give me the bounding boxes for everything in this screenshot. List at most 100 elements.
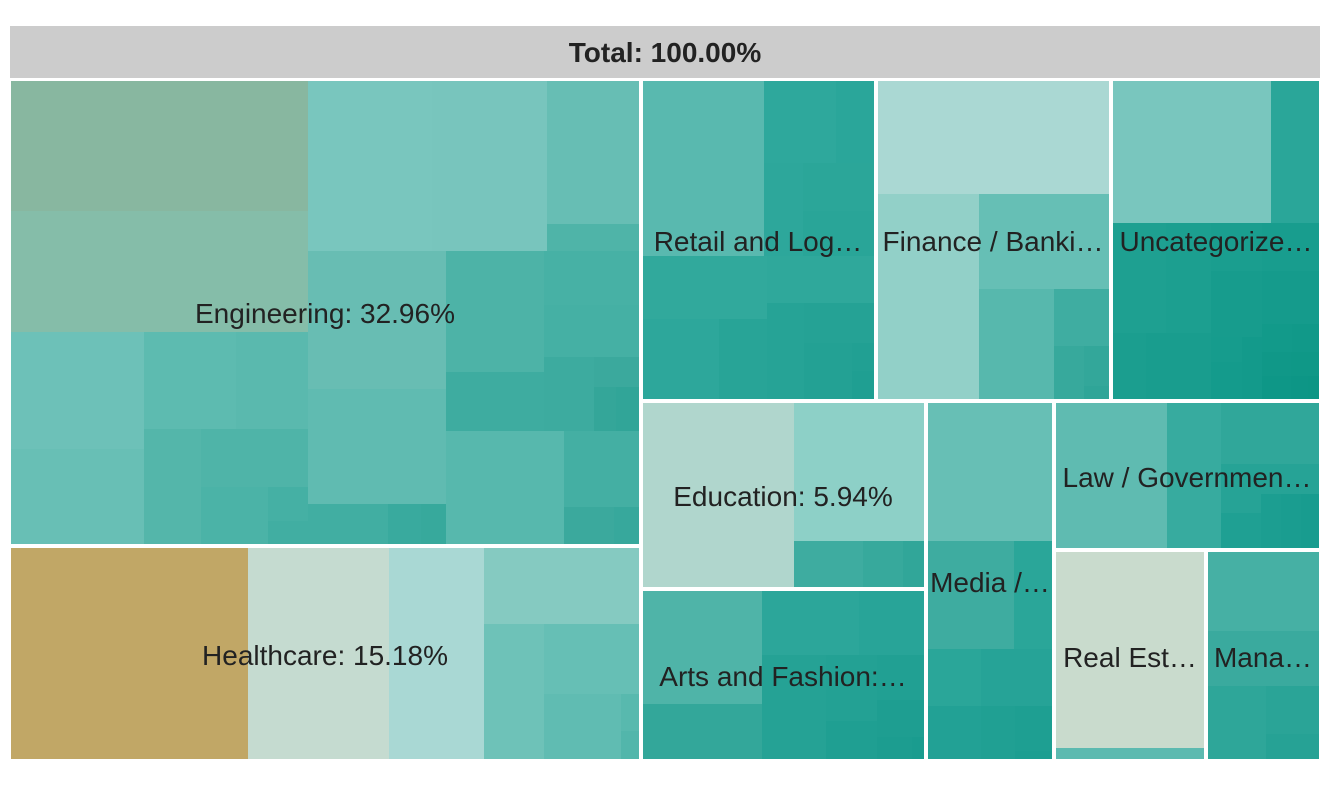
- treemap-subtile: [1266, 734, 1320, 760]
- treemap-tile-healthcare[interactable]: Healthcare: 15.18%: [9, 546, 641, 761]
- treemap-tile-management[interactable]: Mana…: [1206, 550, 1321, 761]
- treemap-subtile: [877, 194, 979, 400]
- treemap-subtile: [201, 429, 308, 487]
- treemap-subtile: [1221, 402, 1320, 464]
- treemap-tile-law[interactable]: Law / Governmen…: [1054, 401, 1321, 550]
- treemap-label-engineering: Engineering: 32.96%: [195, 298, 455, 329]
- treemap-subtile: [719, 319, 767, 400]
- treemap-subtile: [642, 590, 762, 704]
- treemap-subtile: [852, 371, 875, 400]
- treemap-subtile: [446, 431, 564, 545]
- treemap-tile-realestate[interactable]: Real Est…: [1054, 550, 1206, 761]
- treemap-subtile: [484, 624, 544, 760]
- treemap-subtile: [1292, 324, 1320, 352]
- treemap-subtile: [1221, 513, 1261, 549]
- treemap-subtile: [764, 80, 836, 163]
- treemap-subtile: [1112, 333, 1146, 400]
- treemap-subtile: [388, 504, 421, 545]
- treemap-subtile: [564, 507, 614, 545]
- treemap-tile-border: [641, 79, 876, 401]
- treemap-subtile: [981, 649, 1053, 706]
- treemap-subtile: [826, 655, 877, 721]
- treemap-subtile: [642, 256, 767, 319]
- treemap-subtile: [1015, 751, 1053, 760]
- treemap-subtile: [10, 211, 308, 332]
- treemap-subtile: [1112, 80, 1271, 223]
- treemap-tile-finance[interactable]: Finance / Banki…: [876, 79, 1111, 401]
- treemap-label-uncategorized: Uncategorize…: [1120, 226, 1313, 257]
- treemap-subtile: [1281, 494, 1301, 549]
- treemap-subtile: [308, 80, 432, 251]
- treemap-tile-border: [1111, 79, 1321, 401]
- treemap-subtile: [642, 402, 794, 588]
- treemap-subtile: [268, 487, 308, 521]
- treemap-subtile: [852, 343, 875, 371]
- treemap-tile-border: [1206, 550, 1321, 761]
- treemap-subtile: [268, 521, 308, 545]
- treemap-tile-border: [926, 401, 1054, 761]
- treemap-label-arts: Arts and Fashion:…: [659, 661, 906, 692]
- treemap-subtile: [859, 590, 925, 655]
- treemap-subtile: [1112, 223, 1166, 333]
- treemap-subtile: [484, 547, 640, 624]
- treemap-subtile: [621, 694, 640, 731]
- treemap-subtile: [1211, 223, 1262, 271]
- treemap-subtile: [1301, 494, 1320, 549]
- treemap-subtile: [544, 251, 640, 305]
- treemap-subtile: [981, 706, 1015, 760]
- treemap-subtile: [248, 547, 389, 760]
- treemap-subtile: [389, 547, 484, 760]
- treemap-subtile: [1014, 541, 1053, 649]
- treemap-subtile: [762, 590, 859, 655]
- treemap-subtile: [621, 731, 640, 760]
- treemap-subtile: [144, 332, 236, 429]
- treemap-subtile: [642, 704, 762, 760]
- treemap-tile-engineering[interactable]: Engineering: 32.96%: [9, 79, 641, 546]
- treemap-subtile: [201, 487, 268, 545]
- treemap-subtile: [544, 305, 640, 357]
- treemap-subtile: [1084, 386, 1110, 400]
- treemap-subtile: [421, 504, 446, 545]
- treemap-subtile: [616, 387, 640, 431]
- treemap-label-realestate: Real Est…: [1063, 642, 1197, 673]
- treemap-subtile: [308, 251, 446, 389]
- treemap-subtile: [767, 303, 804, 400]
- treemap-subtile: [1266, 686, 1320, 734]
- treemap-tile-border: [641, 401, 926, 589]
- treemap-tile-border: [876, 79, 1111, 401]
- treemap-subtile: [432, 80, 547, 251]
- treemap-tile-border: [9, 546, 641, 761]
- treemap-subtile: [1211, 271, 1262, 337]
- treemap-subtile: [803, 163, 875, 211]
- treemap-tile-border: [641, 589, 926, 761]
- treemap-subtile: [614, 507, 640, 545]
- treemap-subtile: [1207, 686, 1266, 760]
- treemap-tile-retail[interactable]: Retail and Log…: [641, 79, 876, 401]
- treemap-subtile: [1055, 748, 1205, 760]
- treemap-subtile: [1261, 494, 1281, 549]
- treemap-subtile: [877, 80, 1110, 194]
- treemap-label-media: Media /…: [930, 567, 1050, 598]
- treemap-subtile: [1207, 631, 1320, 686]
- treemap-subtile: [10, 80, 308, 211]
- treemap-subtile: [794, 402, 925, 541]
- treemap-tile-arts[interactable]: Arts and Fashion:…: [641, 589, 926, 761]
- treemap-subtile: [927, 706, 981, 760]
- treemap-subtile: [446, 372, 544, 431]
- treemap-label-education: Education: 5.94%: [673, 481, 893, 512]
- treemap-subtile: [1242, 337, 1262, 400]
- treemap-subtile: [1308, 376, 1320, 400]
- treemap-subtile: [1211, 337, 1242, 362]
- treemap-subtile: [979, 289, 1054, 400]
- treemap-tile-border: [1054, 550, 1206, 761]
- treemap-tile-uncategorized[interactable]: Uncategorize…: [1111, 79, 1321, 401]
- treemap-tile-media[interactable]: Media /…: [926, 401, 1054, 761]
- treemap-subtile: [767, 256, 875, 303]
- treemap-subtile: [1262, 376, 1291, 400]
- treemap-label-management: Mana…: [1214, 642, 1312, 673]
- treemap-subtile: [544, 694, 621, 760]
- treemap-tile-education[interactable]: Education: 5.94%: [641, 401, 926, 589]
- treemap-subtile: [877, 737, 912, 760]
